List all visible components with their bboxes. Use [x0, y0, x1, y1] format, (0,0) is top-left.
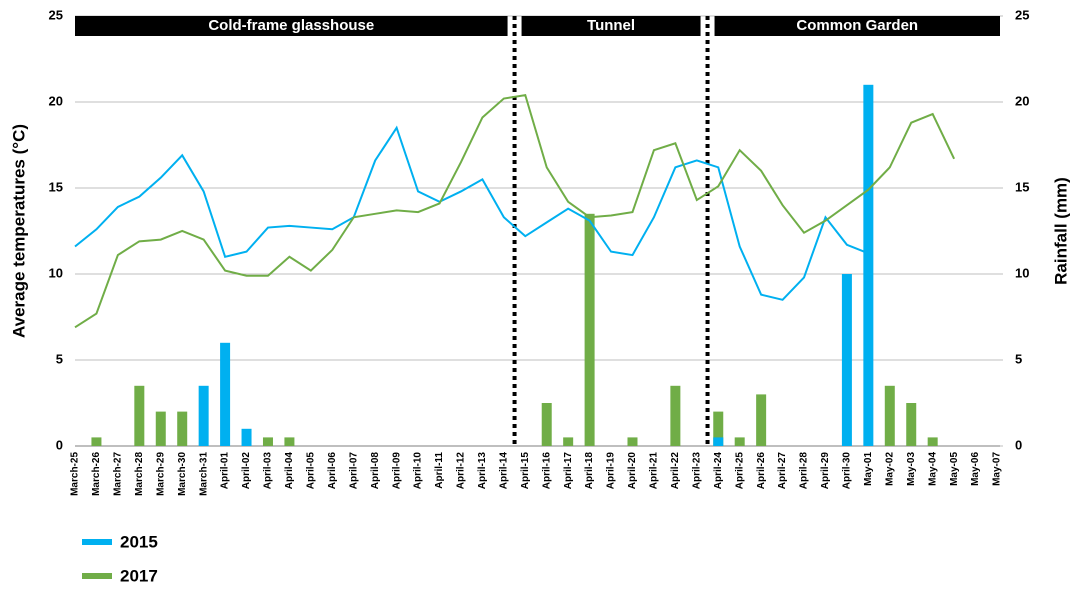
- x-tick-label: April-03: [263, 452, 274, 490]
- y-tick-label: 20: [49, 93, 63, 108]
- x-tick-label: April-28: [799, 452, 810, 490]
- rainfall-bar: [177, 411, 188, 446]
- rainfall-bar: [541, 403, 552, 446]
- rainfall-bar: [841, 274, 852, 446]
- x-tick-label: March-25: [70, 452, 81, 496]
- rainfall-bar: [584, 213, 595, 446]
- y2-tick-label: 10: [1015, 265, 1029, 280]
- x-tick-label: April-01: [220, 452, 231, 490]
- section-label: Common Garden: [796, 17, 918, 34]
- x-tick-label: April-24: [713, 452, 724, 490]
- rainfall-bar: [884, 385, 895, 446]
- x-tick-label: April-10: [413, 452, 424, 490]
- section-label: Cold-frame glasshouse: [208, 17, 374, 34]
- rainfall-bar: [670, 385, 681, 446]
- x-tick-label: April-15: [520, 452, 531, 490]
- rainfall-bar: [756, 394, 767, 446]
- section-label: Tunnel: [587, 17, 635, 34]
- rainfall-bar: [284, 437, 295, 446]
- x-tick-label: March-28: [134, 452, 145, 496]
- section-header: [75, 16, 508, 36]
- x-tick-label: April-02: [241, 452, 252, 490]
- rainfall-bar: [220, 342, 231, 446]
- rainfall-bar: [241, 428, 252, 446]
- y-axis-title: Average temperatures (°C): [9, 124, 28, 338]
- x-tick-label: March-31: [198, 452, 209, 496]
- rainfall-bar: [198, 385, 209, 446]
- x-tick-label: May-06: [970, 452, 981, 486]
- x-tick-label: April-26: [756, 452, 767, 490]
- x-tick-label: April-12: [456, 452, 467, 490]
- x-tick-label: May-04: [927, 452, 938, 486]
- rainfall-bar: [155, 411, 166, 446]
- y-tick-label: 0: [56, 437, 63, 452]
- x-tick-label: April-07: [348, 452, 359, 490]
- x-tick-label: May-03: [906, 452, 917, 486]
- x-tick-label: April-08: [370, 452, 381, 490]
- rainfall-bar: [563, 437, 574, 446]
- x-tick-label: March-26: [91, 452, 102, 496]
- y2-axis-title: Rainfall (mm): [1051, 177, 1070, 285]
- x-tick-label: April-11: [434, 452, 445, 489]
- x-tick-label: April-04: [284, 452, 295, 490]
- x-tick-label: April-29: [820, 452, 831, 490]
- x-tick-label: May-01: [863, 452, 874, 486]
- rainfall-bar: [627, 437, 638, 446]
- section-header: [521, 16, 701, 36]
- x-tick-label: April-23: [691, 452, 702, 490]
- rainfall-bar: [863, 84, 874, 447]
- rainfall-bar: [262, 437, 273, 446]
- rainfall-bar: [906, 403, 917, 446]
- rainfall-bar: [134, 385, 145, 446]
- x-tick-label: April-30: [842, 452, 853, 490]
- x-tick-label: March-30: [177, 452, 188, 496]
- x-tick-label: April-21: [649, 452, 660, 490]
- y2-tick-label: 5: [1015, 351, 1022, 366]
- y-tick-label: 10: [49, 265, 63, 280]
- y2-tick-label: 25: [1015, 7, 1029, 22]
- x-tick-label: April-22: [670, 452, 681, 490]
- x-tick-label: March-29: [155, 452, 166, 496]
- x-tick-label: May-07: [992, 452, 1003, 486]
- y-tick-label: 15: [49, 179, 63, 194]
- rainfall-bar: [713, 411, 724, 446]
- y-tick-label: 25: [49, 7, 63, 22]
- temperature-line: [74, 125, 869, 301]
- rainfall-bar: [734, 437, 745, 446]
- legend-label: 2015: [120, 532, 158, 551]
- rainfall-bar: [713, 437, 724, 446]
- x-tick-label: March-27: [113, 452, 124, 496]
- x-tick-label: May-02: [884, 452, 895, 486]
- x-tick-label: April-27: [777, 452, 788, 490]
- y2-tick-label: 0: [1015, 437, 1022, 452]
- x-tick-label: May-05: [949, 452, 960, 486]
- x-tick-label: April-09: [391, 452, 402, 490]
- x-tick-label: April-14: [498, 452, 509, 490]
- x-tick-label: April-20: [627, 452, 638, 490]
- temperature-line: [74, 93, 956, 329]
- x-tick-label: April-13: [477, 452, 488, 490]
- rainfall-bar: [927, 437, 938, 446]
- x-tick-label: April-16: [541, 452, 552, 490]
- x-tick-label: April-05: [306, 452, 317, 490]
- x-tick-label: April-17: [563, 452, 574, 490]
- x-tick-label: April-19: [606, 452, 617, 490]
- x-tick-label: April-18: [584, 452, 595, 490]
- x-tick-label: April-25: [734, 452, 745, 490]
- x-tick-label: April-06: [327, 452, 338, 490]
- legend-label: 2017: [120, 566, 158, 585]
- y2-tick-label: 20: [1015, 93, 1029, 108]
- section-header: [714, 16, 1000, 36]
- y-tick-label: 5: [56, 351, 63, 366]
- y2-tick-label: 15: [1015, 179, 1029, 194]
- rainfall-bar: [91, 437, 102, 446]
